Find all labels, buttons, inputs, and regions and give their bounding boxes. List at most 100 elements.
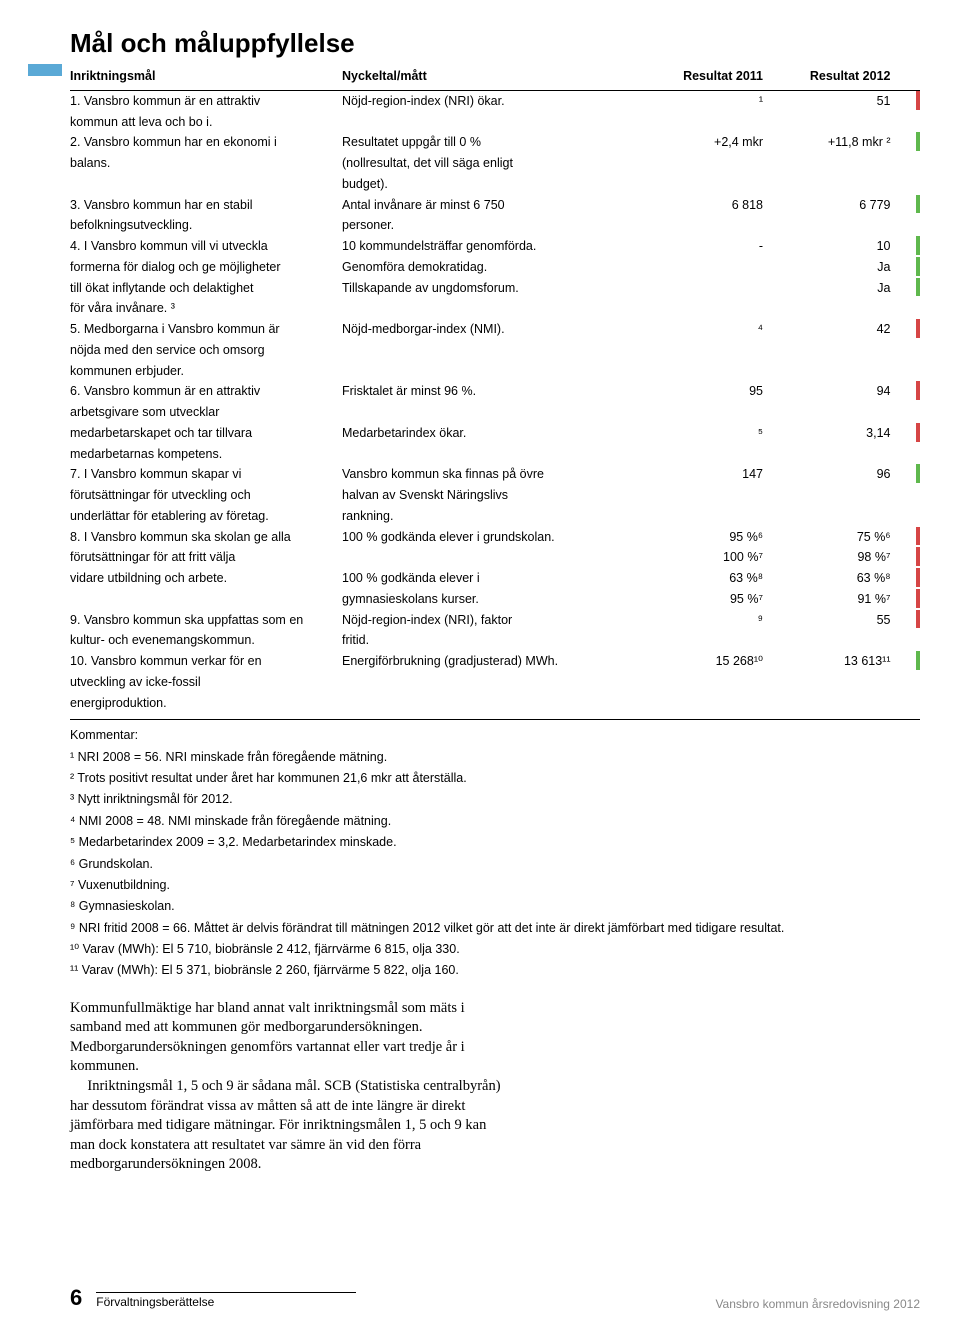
body-para-1: Kommunfullmäktige har bland annat valt i… [70,999,512,1077]
r2012-cell: 63 %⁸ [767,568,895,589]
goal-cell: 7. I Vansbro kommun skapar vi [70,464,342,485]
r2011-cell: 6 818 [623,195,768,216]
status-bar [916,278,920,297]
table-row: energiproduktion. [70,693,920,714]
col-metric: Nyckeltal/mått [342,65,623,90]
table-row: 10. Vansbro kommun verkar för enEnergifö… [70,651,920,672]
metric-cell: 100 % godkända elever i [342,568,623,589]
r2012-cell [767,153,895,174]
metric-cell: (nollresultat, det vill säga enligt [342,153,623,174]
comment-line: ⁵ Medarbetarindex 2009 = 3,2. Medarbetar… [70,833,920,852]
goal-cell: förutsättningar för att fritt välja [70,547,342,568]
table-row: budget). [70,174,920,195]
r2012-cell [767,340,895,361]
r2012-cell [767,672,895,693]
r2011-cell: 147 [623,464,768,485]
metric-cell: Antal invånare är minst 6 750 [342,195,623,216]
metric-cell: gymnasieskolans kurser. [342,589,623,610]
status-bar [916,195,920,214]
goal-cell: nöjda med den service och omsorg [70,340,342,361]
footer-section: Förvaltningsberättelse [96,1292,356,1311]
comment-line: ⁶ Grundskolan. [70,855,920,874]
goal-cell: 1. Vansbro kommun är en attraktiv [70,90,342,111]
goal-cell: kommunen erbjuder. [70,361,342,382]
metric-cell [342,340,623,361]
status-bar [916,132,920,151]
r2012-cell [767,402,895,423]
goal-cell: underlättar för etablering av företag. [70,506,342,527]
metric-cell [342,112,623,133]
table-row: förutsättningar för utveckling ochhalvan… [70,485,920,506]
table-row: gymnasieskolans kurser.95 %⁷91 %⁷ [70,589,920,610]
goal-cell: 2. Vansbro kommun har en ekonomi i [70,132,342,153]
goal-cell: balans. [70,153,342,174]
table-row: 9. Vansbro kommun ska uppfattas som enNö… [70,610,920,631]
r2012-cell: 51 [767,90,895,111]
status-cell [895,236,921,257]
status-cell [895,610,921,631]
status-cell [895,132,921,153]
goal-cell: 10. Vansbro kommun verkar för en [70,651,342,672]
goal-cell: 6. Vansbro kommun är en attraktiv [70,381,342,402]
r2012-cell: 75 %⁶ [767,527,895,548]
goal-cell: energiproduktion. [70,693,342,714]
status-cell [895,195,921,216]
r2012-cell [767,693,895,714]
table-row: kultur- och evenemangskommun.fritid. [70,630,920,651]
table-row: 3. Vansbro kommun har en stabilAntal inv… [70,195,920,216]
r2011-cell [623,340,768,361]
r2011-cell: 95 [623,381,768,402]
r2011-cell [623,112,768,133]
goal-cell: till ökat inflytande och delaktighet [70,278,342,299]
table-row: 2. Vansbro kommun har en ekonomi iResult… [70,132,920,153]
table-row: 4. I Vansbro kommun vill vi utveckla10 k… [70,236,920,257]
status-cell [895,278,921,299]
comment-line: ⁴ NMI 2008 = 48. NMI minskade från föreg… [70,812,920,831]
r2012-cell: 10 [767,236,895,257]
r2011-cell [623,174,768,195]
r2011-cell [623,485,768,506]
footer-right: Vansbro kommun årsredovisning 2012 [715,1297,920,1311]
table-row: 8. I Vansbro kommun ska skolan ge alla10… [70,527,920,548]
page-footer: 6 Förvaltningsberättelse Vansbro kommun … [70,1285,920,1311]
comment-line: ¹ NRI 2008 = 56. NRI minskade från föreg… [70,748,920,767]
table-row: medarbetarnas kompetens. [70,444,920,465]
goal-cell: 3. Vansbro kommun har en stabil [70,195,342,216]
metric-cell: rankning. [342,506,623,527]
r2011-cell [623,506,768,527]
status-cell [895,340,921,361]
r2011-cell [623,361,768,382]
metric-cell [342,402,623,423]
status-cell [895,693,921,714]
r2011-cell: +2,4 mkr [623,132,768,153]
table-row: kommun att leva och bo i. [70,112,920,133]
metric-cell [342,693,623,714]
r2011-cell [623,153,768,174]
r2012-cell: 55 [767,610,895,631]
r2012-cell [767,112,895,133]
metric-cell: Vansbro kommun ska finnas på övre [342,464,623,485]
metric-cell: halvan av Svenskt Näringslivs [342,485,623,506]
status-cell [895,423,921,444]
r2012-cell [767,630,895,651]
status-bar [916,236,920,255]
r2011-cell: 100 %⁷ [623,547,768,568]
table-row: formerna för dialog och ge möjligheterGe… [70,257,920,278]
kpi-table: Inriktningsmål Nyckeltal/mått Resultat 2… [70,65,920,713]
table-row: 1. Vansbro kommun är en attraktivNöjd-re… [70,90,920,111]
status-cell [895,630,921,651]
status-bar [916,423,920,442]
status-cell [895,464,921,485]
r2012-cell [767,485,895,506]
metric-cell: Frisktalet är minst 96 %. [342,381,623,402]
comment-line: ¹⁰ Varav (MWh): El 5 710, biobränsle 2 4… [70,940,920,959]
r2012-cell [767,174,895,195]
col-status [895,65,921,90]
r2011-cell: ⁹ [623,610,768,631]
status-bar [916,651,920,670]
table-row: vidare utbildning och arbete.100 % godkä… [70,568,920,589]
goal-cell: medarbetarnas kompetens. [70,444,342,465]
table-row: arbetsgivare som utvecklar [70,402,920,423]
status-cell [895,672,921,693]
table-row: 5. Medborgarna i Vansbro kommun ärNöjd-m… [70,319,920,340]
